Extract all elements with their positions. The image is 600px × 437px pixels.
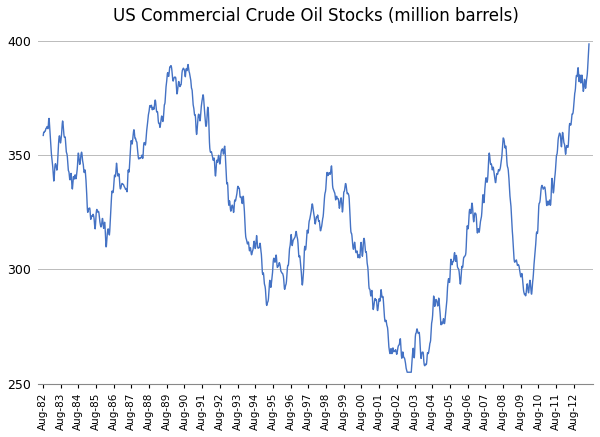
Title: US Commercial Crude Oil Stocks (million barrels): US Commercial Crude Oil Stocks (million … (113, 7, 518, 25)
